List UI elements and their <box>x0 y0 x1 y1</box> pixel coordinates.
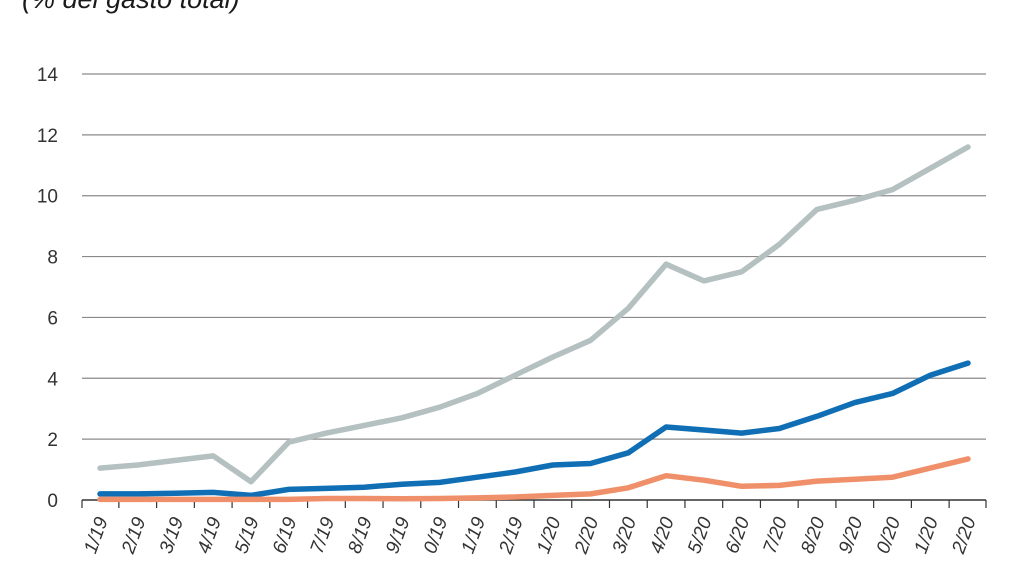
x-tick-label: 9/19 <box>382 514 415 556</box>
x-tick-label: 2/19 <box>495 514 528 557</box>
y-axis-tick-labels: 0 2 4 6 8 10 12 14 <box>37 65 59 512</box>
x-tick-label: 5/20 <box>684 514 717 556</box>
y-tick-label: 12 <box>37 126 58 147</box>
y-tick-label: 0 <box>47 491 58 512</box>
series-line-2 <box>97 360 971 499</box>
x-tick-label: 3/20 <box>609 514 642 556</box>
x-tick-label: 3/19 <box>156 514 189 556</box>
gridlines <box>82 73 986 440</box>
x-tick-label: 2/20 <box>948 514 981 557</box>
y-tick-label: 6 <box>47 308 58 329</box>
x-tick-label: 4/20 <box>646 514 679 556</box>
y-tick-label: 10 <box>37 187 58 208</box>
x-tick-label: 4/19 <box>194 514 227 556</box>
x-tick-label: 0/20 <box>873 514 906 556</box>
x-tick-label: 9/20 <box>835 514 868 556</box>
series-line-1 <box>97 144 971 485</box>
x-tick-label: 0/19 <box>420 514 453 556</box>
y-tick-label: 2 <box>47 430 58 451</box>
x-tick-label: 1/20 <box>911 514 944 556</box>
x-tick-label: 1/20 <box>533 514 566 556</box>
x-tick-label: 1/19 <box>458 514 491 556</box>
x-tick-label: 2/20 <box>571 514 604 557</box>
series-line-3 <box>97 456 971 503</box>
y-tick-label: 14 <box>37 65 59 86</box>
x-tick-label: 6/20 <box>722 514 755 556</box>
x-tick-label: 6/19 <box>269 514 302 556</box>
x-tick-label: 7/20 <box>760 514 793 556</box>
chart-title: (% del gasto total) <box>22 0 240 15</box>
x-tick-label: 2/19 <box>118 514 151 557</box>
series-lines <box>97 144 971 503</box>
x-tick-label: 7/19 <box>307 514 340 556</box>
y-tick-label: 8 <box>47 248 58 269</box>
x-axis-tick-labels: 1/19 2/19 3/19 4/19 5/19 6/19 7/19 8/19 9/19 0/19… <box>80 514 981 557</box>
y-tick-label: 4 <box>47 369 58 390</box>
x-tick-label: 5/19 <box>231 514 264 556</box>
x-tick-label: 1/19 <box>80 514 113 556</box>
x-tick-label: 8/20 <box>797 514 830 556</box>
x-tick-label: 8/19 <box>344 514 377 556</box>
